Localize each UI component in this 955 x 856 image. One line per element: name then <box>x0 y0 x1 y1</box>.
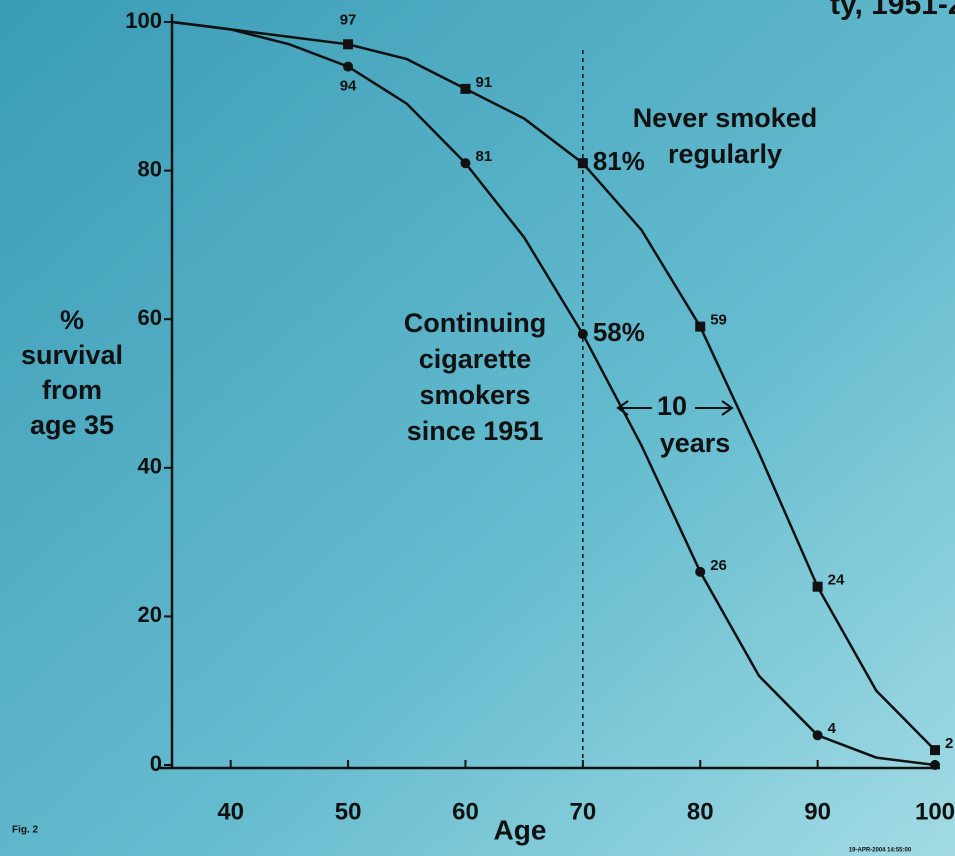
marker <box>930 745 940 755</box>
x-tick-label: 90 <box>804 798 831 825</box>
y-tick-label: 40 <box>138 454 162 479</box>
x-tick-label: 70 <box>569 798 596 825</box>
marker <box>695 322 705 332</box>
x-tick-label: 80 <box>687 798 714 825</box>
page: ty, 1951-2001 Age Fig. 2 19-APR-2004 14:… <box>0 0 955 856</box>
x-axis-label: Age <box>494 814 547 845</box>
marker <box>578 329 588 339</box>
data-label: 2 <box>945 735 953 752</box>
chart-title: ty, 1951-2001 <box>830 0 955 21</box>
series-name: Continuing <box>404 308 546 338</box>
gap-label: 10 <box>657 391 687 421</box>
series-name: smokers <box>419 380 530 410</box>
marker <box>343 39 353 49</box>
marker <box>460 158 470 168</box>
chart: ty, 1951-2001 Age Fig. 2 19-APR-2004 14:… <box>0 0 955 856</box>
series-name: since 1951 <box>407 416 544 446</box>
x-tick-label: 50 <box>335 798 362 825</box>
timestamp: 19-APR-2004 14:55:00 <box>849 848 912 854</box>
y-axis-label: % <box>60 305 84 335</box>
data-label: 59 <box>710 312 727 329</box>
data-label: 81% <box>593 146 645 176</box>
x-tick-label: 100 <box>915 798 955 825</box>
marker <box>930 760 940 770</box>
y-tick-label: 20 <box>138 602 162 627</box>
y-axis-label: age 35 <box>30 410 114 440</box>
data-label: 81 <box>475 148 492 165</box>
series-name: cigarette <box>419 344 532 374</box>
data-label: 94 <box>340 78 357 95</box>
marker <box>578 158 588 168</box>
x-tick-label: 40 <box>217 798 244 825</box>
marker <box>813 582 823 592</box>
y-axis-label: survival <box>21 340 123 370</box>
footnote: Fig. 2 <box>12 825 39 836</box>
y-tick-label: 80 <box>138 156 162 181</box>
marker <box>813 730 823 740</box>
gap-label: years <box>660 428 731 458</box>
data-label: 24 <box>828 572 845 589</box>
marker <box>695 567 705 577</box>
marker <box>460 84 470 94</box>
data-label: 4 <box>828 720 837 737</box>
marker <box>343 62 353 72</box>
y-tick-label: 100 <box>125 8 162 33</box>
series-name: Never smoked <box>633 103 818 133</box>
data-label: 58% <box>593 317 645 347</box>
y-tick-label: 0 <box>150 751 162 776</box>
y-tick-label: 60 <box>138 305 162 330</box>
data-label: 97 <box>340 11 357 28</box>
x-tick-label: 60 <box>452 798 479 825</box>
data-label: 91 <box>475 74 492 91</box>
series-name: regularly <box>668 139 782 169</box>
y-axis-label: from <box>42 375 102 405</box>
data-label: 26 <box>710 557 727 574</box>
